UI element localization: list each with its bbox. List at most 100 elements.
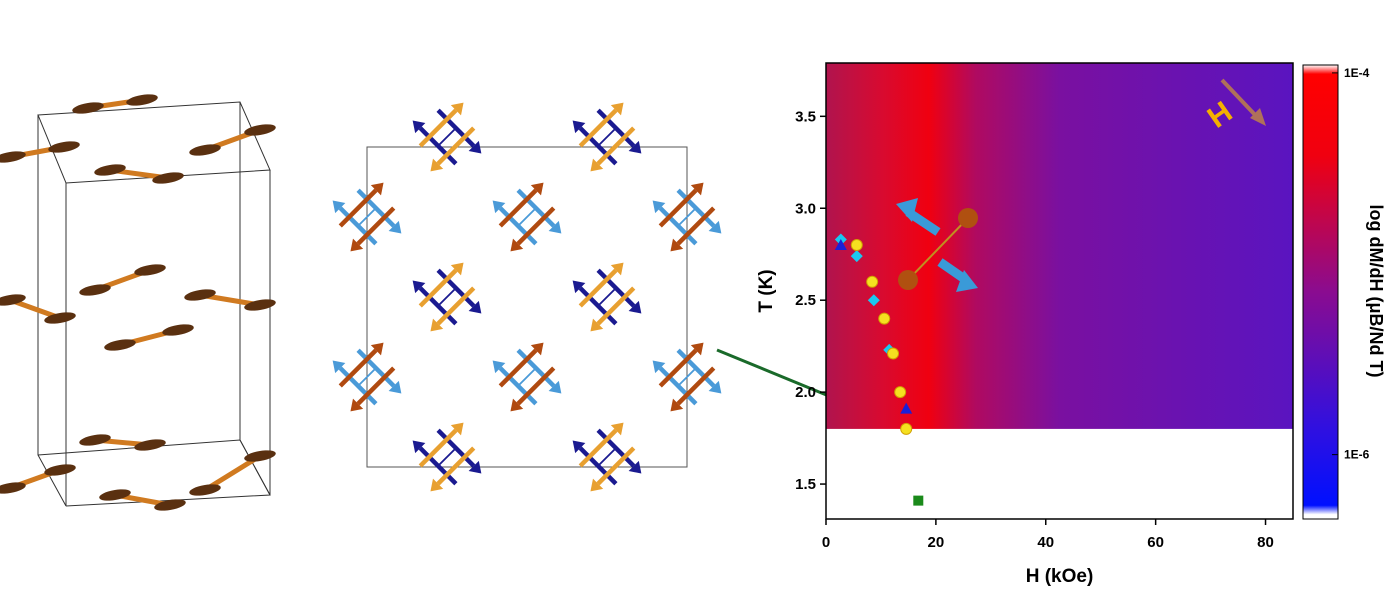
spin-bar — [596, 446, 636, 486]
spin-head — [708, 220, 722, 234]
spin-head — [468, 300, 482, 314]
molecule-end — [72, 102, 104, 114]
molecule-end — [79, 284, 111, 296]
molecule-end — [189, 484, 221, 496]
spin-head — [548, 220, 562, 234]
field-arrow — [1220, 78, 1260, 120]
molecule-end — [154, 499, 186, 511]
spin-bar — [418, 108, 458, 148]
spin-bond — [677, 207, 697, 227]
data-point — [866, 275, 879, 288]
spin-head — [572, 120, 586, 134]
data-point — [850, 250, 863, 263]
spin-head — [332, 200, 346, 214]
spin-head — [430, 318, 444, 332]
spin-head — [412, 280, 426, 294]
spin-bar — [418, 428, 458, 468]
molecule-end — [44, 464, 76, 476]
spin-head — [492, 200, 506, 214]
spin-bar — [578, 428, 618, 468]
spin-unit — [492, 182, 562, 252]
spin-bar — [596, 286, 636, 326]
molecule-end — [0, 151, 26, 163]
spin-head — [590, 478, 604, 492]
spin-head — [610, 102, 624, 116]
spin-bar — [498, 348, 538, 388]
spin-head — [430, 158, 444, 172]
spin-bar — [516, 366, 556, 406]
spin-head — [468, 140, 482, 154]
spin-head — [572, 440, 586, 454]
spin-head — [468, 460, 482, 474]
spin-bar — [516, 206, 556, 246]
heatmap — [826, 63, 1293, 429]
y-axis-label: T (K) — [756, 269, 777, 312]
y-tick-label: 1.5 — [795, 476, 816, 493]
y-tick-label: 3.0 — [795, 200, 816, 217]
spin-unit — [332, 182, 402, 252]
molecule-end — [244, 124, 276, 136]
plot-frame — [825, 62, 1294, 520]
spin-bar — [658, 348, 698, 388]
spin-head — [350, 238, 364, 252]
colorbar-tick-label: 1E-6 — [1344, 448, 1370, 462]
spin-bar — [356, 206, 396, 246]
spin-bar — [356, 366, 396, 406]
spin-unit — [492, 342, 562, 412]
spin-unit — [572, 262, 642, 332]
spin-unit — [572, 102, 642, 172]
spin-head — [412, 120, 426, 134]
colorbar-tick-label: 1E-4 — [1344, 66, 1370, 80]
spin-unit — [572, 422, 642, 492]
spin-bar — [436, 126, 476, 166]
spin-bond — [437, 287, 457, 307]
plot: 0 20 40 60 80 1.5 2.0 2.5 3.0 3.5 H (kOe) T (K) 1E-4… — [756, 62, 1386, 587]
spin-head — [628, 140, 642, 154]
spin-bond — [597, 447, 617, 467]
molecule-end — [99, 489, 131, 501]
spin-bar — [676, 206, 716, 246]
spin-bond — [597, 287, 617, 307]
molecule-end — [184, 289, 216, 301]
spin-head — [510, 238, 524, 252]
colorbar — [1302, 64, 1339, 520]
spin-head — [670, 398, 684, 412]
spin-head — [388, 220, 402, 234]
spin-bar — [498, 188, 538, 228]
spin-head — [690, 182, 704, 196]
spin-head — [492, 360, 506, 374]
spin-unit — [652, 342, 722, 412]
y-tick-label: 3.5 — [795, 108, 816, 125]
x-tick-label: 40 — [1037, 534, 1054, 551]
molecule-end — [48, 141, 80, 153]
spin-unit — [412, 102, 482, 172]
colorbar-label: log dM/dH (μB/Nd T) — [1366, 205, 1386, 378]
data-point — [887, 347, 900, 360]
spin-head — [572, 280, 586, 294]
inset-molecule — [896, 198, 978, 292]
spin-head — [628, 460, 642, 474]
field-arrowhead — [1250, 108, 1266, 126]
spin-head — [510, 398, 524, 412]
spin-bar — [436, 446, 476, 486]
molecule-end — [94, 164, 126, 176]
spin-head — [370, 182, 384, 196]
molecules — [0, 94, 276, 511]
spin-head — [628, 300, 642, 314]
x-axis-label: H (kOe) — [1026, 566, 1094, 587]
molecule-end — [126, 94, 158, 106]
molecule-end — [134, 439, 166, 451]
molecule-bond — [9, 297, 61, 321]
x-tick-label: 20 — [928, 534, 945, 551]
spin-bar — [436, 286, 476, 326]
spin-unit — [652, 182, 722, 252]
molecule-end — [104, 339, 136, 351]
spin-bond — [517, 367, 537, 387]
spin-head — [590, 158, 604, 172]
y-tick-label: 2.5 — [795, 292, 816, 309]
spin-bond — [677, 367, 697, 387]
spin-head — [610, 262, 624, 276]
spin-head — [388, 380, 402, 394]
spin-head — [350, 398, 364, 412]
data-point — [900, 402, 913, 414]
